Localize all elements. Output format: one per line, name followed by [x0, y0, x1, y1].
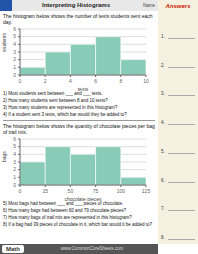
html-text:8.: 8.: [161, 235, 165, 240]
svg-text:2: 2: [44, 78, 47, 84]
html-text:Answers: Answers: [165, 3, 191, 9]
svg-text:3: 3: [13, 158, 16, 164]
svg-text:3: 3: [13, 49, 16, 55]
svg-text:25: 25: [42, 187, 48, 193]
svg-text:1: 1: [13, 174, 16, 180]
html-text:5.: 5.: [161, 148, 165, 154]
html-text:7) How many bags of trail mix: 7) How many bags of trail mix are repres…: [3, 214, 132, 220]
html-text:8) If a bag had 39 pieces of c: 8) If a bag had 39 pieces of chocolate i…: [3, 221, 153, 227]
svg-text:6: 6: [94, 78, 97, 84]
svg-text:100: 100: [117, 187, 126, 193]
svg-text:8: 8: [119, 78, 122, 84]
html-text:Name: Name: [143, 3, 155, 8]
svg-text:2: 2: [13, 166, 16, 172]
svg-text:6: 6: [13, 135, 16, 141]
html-text:2) How many students sent betw: 2) How many students sent between 8 and …: [3, 98, 108, 103]
svg-text:6: 6: [13, 26, 16, 32]
html-text:1) Most students sent between: 1) Most students sent between ___ and __…: [3, 91, 103, 96]
html-text:The histogram below shows the: The histogram below shows the quantity o…: [3, 122, 155, 135]
svg-text:4: 4: [69, 78, 72, 84]
html-text:7.: 7.: [161, 206, 165, 212]
html-text:6.: 6.: [161, 177, 165, 183]
svg-text:5: 5: [13, 143, 16, 149]
html-text:The histogram below shows the: The histogram below shows the number of …: [3, 13, 153, 25]
svg-text:4: 4: [13, 41, 16, 47]
svg-text:0: 0: [13, 181, 16, 187]
svg-text:texts: texts: [78, 86, 89, 91]
html-text:1.: 1.: [161, 33, 165, 39]
svg-text:2: 2: [13, 56, 16, 62]
html-text:3.: 3.: [161, 91, 165, 97]
html-text:Interpreting Histograms: Interpreting Histograms: [42, 2, 110, 8]
html-text:6) How many bags had between 6: 6) How many bags had between 60 and 79 c…: [3, 207, 127, 213]
svg-text:50: 50: [68, 187, 74, 193]
svg-text:0: 0: [13, 72, 16, 78]
svg-text:4: 4: [13, 151, 16, 157]
html-text:Math: Math: [6, 246, 20, 252]
html-text:4.: 4.: [161, 120, 165, 125]
svg-text:0: 0: [19, 187, 22, 193]
html-text:5) Most bags had between ___ a: 5) Most bags had between ___ and ___ pie…: [3, 200, 124, 206]
html-text:www.CommonCoreSheets.com: www.CommonCoreSheets.com: [60, 246, 124, 251]
html-text:2.: 2.: [161, 62, 165, 68]
svg-text:0: 0: [19, 78, 22, 84]
svg-text:75: 75: [93, 187, 99, 193]
svg-text:125: 125: [142, 187, 151, 193]
html-text:4) If a student sent 3 texts,: 4) If a student sent 3 texts, which bar …: [3, 112, 127, 117]
svg-text:5: 5: [13, 33, 16, 39]
html-text:3) How many students are repre: 3) How many students are represented in …: [3, 105, 118, 110]
svg-text:1: 1: [13, 64, 16, 70]
svg-text:chocolate pieces: chocolate pieces: [64, 196, 102, 201]
svg-text:10: 10: [143, 78, 149, 84]
